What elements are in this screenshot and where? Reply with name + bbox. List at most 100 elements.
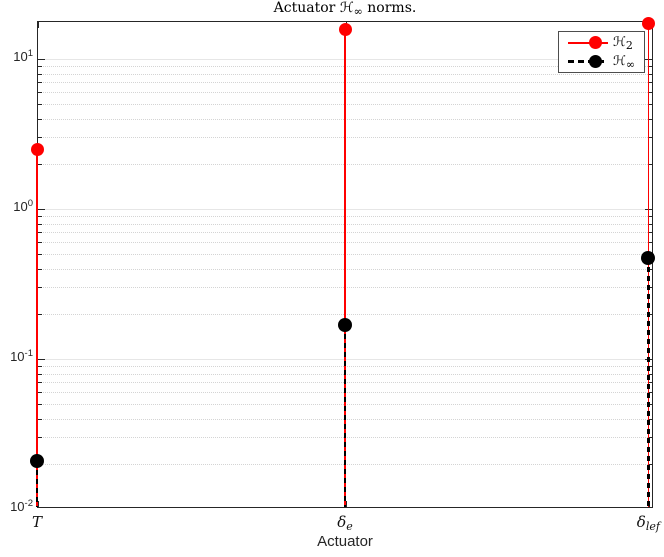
y-minor-gridline <box>38 242 652 244</box>
y-minor-tick-left <box>38 382 42 384</box>
y-major-tick-right <box>645 359 652 360</box>
y-major-tick-right <box>645 209 652 210</box>
x-tick-bottom <box>648 501 650 507</box>
x-axis-title: Actuator <box>317 533 373 550</box>
legend-item-hinf[interactable]: ℋ∞ <box>559 52 644 71</box>
y-tick-label: 100 <box>13 198 33 214</box>
y-minor-tick-left <box>38 65 42 67</box>
y-tick-label: 10-2 <box>10 498 33 514</box>
legend-line-solid <box>568 41 608 44</box>
y-minor-tick-left <box>38 463 42 465</box>
y-minor-tick-right <box>648 404 652 406</box>
y-minor-gridline <box>38 137 652 139</box>
y-minor-gridline <box>38 73 652 75</box>
y-minor-tick-right <box>648 373 652 375</box>
y-minor-tick-right <box>648 137 652 139</box>
y-minor-tick-left <box>38 287 42 289</box>
y-minor-gridline <box>38 437 652 439</box>
y-minor-tick-right <box>648 104 652 106</box>
x-tick-label: T <box>31 513 42 531</box>
y-minor-gridline <box>38 463 652 465</box>
y-minor-tick-right <box>648 118 652 120</box>
y-minor-tick-right <box>648 82 652 84</box>
y-minor-tick-left <box>38 373 42 375</box>
x-tick-label: δlef <box>636 513 660 533</box>
legend: ℋ2 ℋ∞ <box>558 31 645 73</box>
legend-marker-black-circle <box>589 54 602 68</box>
y-major-tick-left <box>38 59 45 60</box>
y-minor-gridline <box>38 268 652 270</box>
y-minor-gridline <box>38 382 652 384</box>
y-minor-gridline <box>38 104 652 106</box>
y-minor-gridline <box>38 92 652 94</box>
y-minor-tick-right <box>648 163 652 165</box>
y-minor-tick-left <box>38 365 42 367</box>
y-major-gridline <box>38 209 652 210</box>
y-minor-tick-right <box>648 254 652 256</box>
plot-area <box>37 21 653 508</box>
legend-item-h2[interactable]: ℋ2 <box>559 34 644 52</box>
y-minor-tick-left <box>38 104 42 106</box>
y-minor-gridline <box>38 232 652 234</box>
y-minor-gridline <box>38 418 652 420</box>
y-minor-gridline <box>38 373 652 375</box>
y-minor-tick-left <box>38 118 42 120</box>
y-minor-tick-left <box>38 163 42 165</box>
legend-marker-red-circle <box>589 36 602 50</box>
legend-label-hinf: ℋ∞ <box>613 53 636 71</box>
y-minor-gridline <box>38 365 652 367</box>
y-minor-tick-right <box>648 242 652 244</box>
y-minor-gridline <box>38 404 652 406</box>
x-tick-top <box>345 22 347 28</box>
x-tick-label: δe <box>337 513 353 533</box>
script-h-symbol: ℋ <box>339 0 354 16</box>
y-minor-tick-left <box>38 137 42 139</box>
y-minor-tick-right <box>648 232 652 234</box>
y-minor-tick-right <box>648 365 652 367</box>
y-minor-gridline <box>38 287 652 289</box>
y-minor-tick-left <box>38 232 42 234</box>
x-tick-top <box>648 22 650 28</box>
y-minor-tick-right <box>648 223 652 225</box>
title-text-suffix: norms. <box>362 0 417 16</box>
y-minor-tick-right <box>648 65 652 67</box>
y-minor-gridline <box>38 118 652 120</box>
y-minor-tick-right <box>648 382 652 384</box>
x-tick-bottom <box>38 501 39 507</box>
y-minor-tick-right <box>648 287 652 289</box>
y-major-tick-right <box>645 59 652 60</box>
y-minor-gridline <box>38 215 652 217</box>
legend-sample-hinf <box>568 54 608 68</box>
y-minor-tick-left <box>38 268 42 270</box>
y-minor-tick-right <box>648 392 652 394</box>
y-minor-tick-left <box>38 404 42 406</box>
y-minor-gridline <box>38 223 652 225</box>
y-minor-tick-right <box>648 418 652 420</box>
legend-line-dashed <box>568 60 608 63</box>
y-minor-gridline <box>38 392 652 394</box>
legend-label-h2: ℋ2 <box>613 35 633 53</box>
y-minor-tick-left <box>38 73 42 75</box>
y-minor-tick-right <box>648 215 652 217</box>
infinity-subscript: ∞ <box>353 5 363 18</box>
y-minor-tick-left <box>38 437 42 439</box>
y-minor-gridline <box>38 254 652 256</box>
y-minor-tick-left <box>38 254 42 256</box>
x-tick-bottom <box>345 501 347 507</box>
chart-title: Actuator ℋ∞ norms. <box>37 0 653 18</box>
title-text: Actuator <box>273 0 340 16</box>
y-minor-tick-left <box>38 313 42 315</box>
y-minor-tick-right <box>648 437 652 439</box>
y-minor-gridline <box>38 82 652 84</box>
y-major-tick-left <box>38 359 45 360</box>
y-minor-tick-left <box>38 92 42 94</box>
y-minor-tick-left <box>38 223 42 225</box>
y-minor-tick-right <box>648 73 652 75</box>
y-minor-tick-right <box>648 313 652 315</box>
y-minor-tick-left <box>38 82 42 84</box>
y-major-tick-left <box>38 209 45 210</box>
y-tick-label: 10-1 <box>10 348 33 364</box>
y-minor-tick-left <box>38 418 42 420</box>
y-minor-tick-left <box>38 242 42 244</box>
